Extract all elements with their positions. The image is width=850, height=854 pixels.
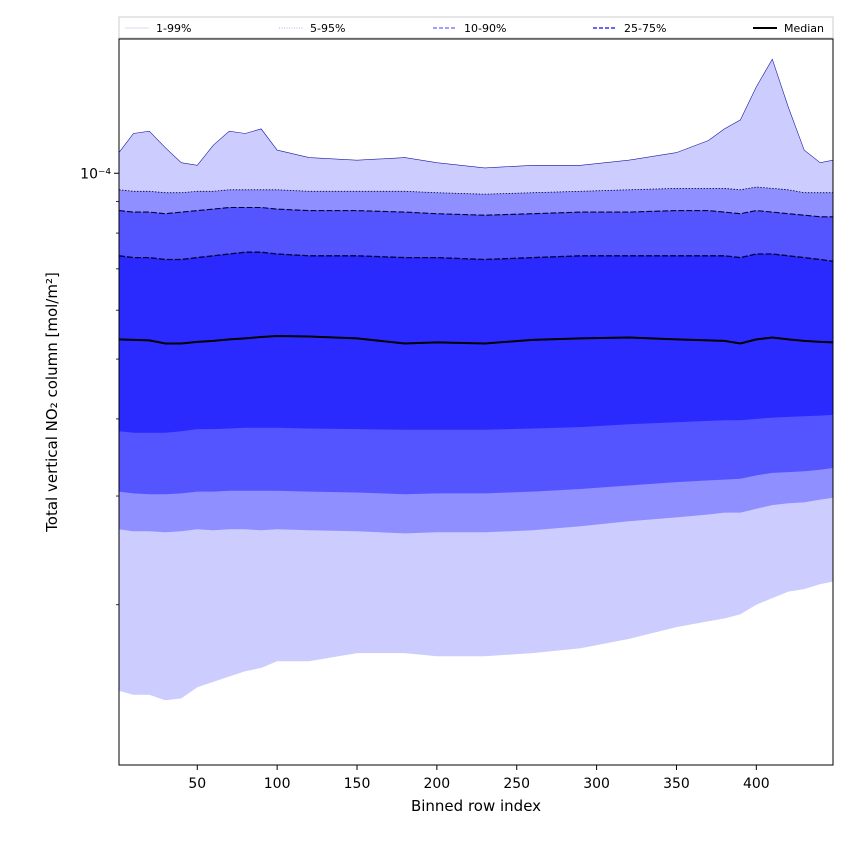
y-axis-label: Total vertical NO₂ column [mol/m²] xyxy=(43,272,61,533)
x-tick-label: 300 xyxy=(583,776,610,792)
x-tick-label: 400 xyxy=(743,776,770,792)
median-line xyxy=(118,334,834,345)
band-upper-edge-1-99 xyxy=(118,58,834,169)
percentile-bands xyxy=(119,59,833,701)
band-upper-edge-10-90 xyxy=(118,206,833,218)
band-upper-edge-25-75 xyxy=(118,251,834,262)
legend-label: 1-99% xyxy=(156,22,191,35)
x-axis-label: Binned row index xyxy=(411,797,541,815)
x-tick-label: 250 xyxy=(503,776,530,792)
plot-frame xyxy=(118,38,834,766)
x-tick-label: 50 xyxy=(188,776,206,792)
y-axis-ticks: 10⁻⁴ xyxy=(80,166,119,606)
y-tick-label: 10⁻⁴ xyxy=(80,166,111,182)
x-tick-label: 200 xyxy=(423,776,450,792)
legend-label: 5-95% xyxy=(310,22,345,35)
x-tick-label: 100 xyxy=(264,776,291,792)
x-tick-label: 350 xyxy=(663,776,690,792)
median-layer xyxy=(118,334,834,345)
legend-box xyxy=(118,16,834,39)
x-tick-label: 150 xyxy=(344,776,371,792)
legend: 1-99% 5-95% 10-90% 25-75% Median xyxy=(118,16,834,39)
legend-label: 10-90% xyxy=(464,22,506,35)
legend-label: Median xyxy=(784,22,824,35)
band-edge-lines xyxy=(118,58,834,262)
legend-label: 25-75% xyxy=(624,22,666,35)
band-upper-edge-5-95 xyxy=(118,186,833,195)
x-axis-ticks: 50 100 150 200 250 300 350 400 xyxy=(188,765,770,792)
